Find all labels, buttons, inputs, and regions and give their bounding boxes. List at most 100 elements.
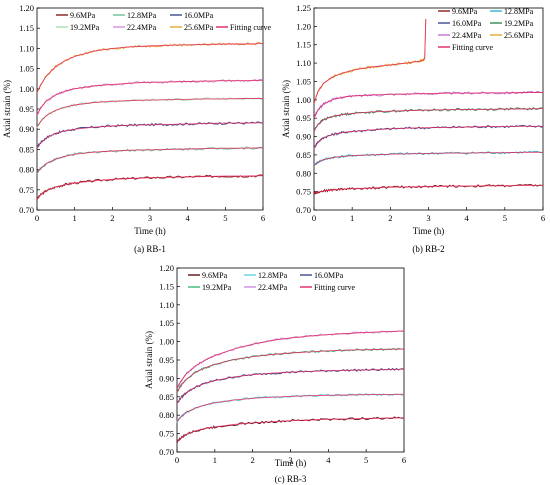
x-tick-label: 0 <box>175 455 179 465</box>
y-tick-label: 0.80 <box>159 410 174 420</box>
fitting-curve-line <box>36 43 264 93</box>
fitting-curve-line <box>313 125 543 148</box>
y-tick-label: 0.85 <box>296 150 311 160</box>
fitting-curve-line <box>36 122 264 148</box>
y-tick-label: 1.00 <box>159 337 174 347</box>
y-tick-label: 0.70 <box>296 205 311 215</box>
fitting-curve-line <box>313 184 543 194</box>
x-tick-label: 3 <box>288 455 292 465</box>
legend-label: 9.6MPa <box>202 271 228 280</box>
x-axis-label: Time (h) <box>134 226 165 236</box>
y-tick-label: 1.15 <box>19 23 34 33</box>
y-tick-label: 0.85 <box>19 144 34 154</box>
legend-label: 16.0MPa <box>452 19 482 28</box>
y-tick-label: 1.20 <box>19 3 34 13</box>
y-tick-label: 0.85 <box>159 392 174 402</box>
y-tick-label: 0.95 <box>296 113 311 123</box>
fitting-curve-line <box>313 151 543 166</box>
fitting-curve-line <box>36 175 264 200</box>
data-series-line <box>176 330 405 389</box>
x-tick-label: 4 <box>465 213 470 223</box>
y-tick-label: 0.90 <box>19 124 34 134</box>
fitting-curve-line <box>176 417 405 443</box>
data-series-line <box>176 367 405 404</box>
legend-label: 22.4MPa <box>127 23 157 32</box>
y-tick-label: 1.15 <box>296 40 311 50</box>
y-tick-label: 0.75 <box>159 429 174 439</box>
x-tick-label: 6 <box>541 213 545 223</box>
y-tick-label: 0.75 <box>19 185 34 195</box>
y-tick-label: 1.00 <box>296 95 311 105</box>
data-series-line <box>36 174 264 200</box>
legend-label: 25.6MPa <box>504 31 534 40</box>
y-tick-label: 1.25 <box>296 3 311 13</box>
x-tick-label: 1 <box>213 455 217 465</box>
legend-label: 9.6MPa <box>452 7 478 16</box>
legend-label: 16.0MPa <box>184 11 214 20</box>
fitting-curve-line <box>36 147 264 174</box>
x-tick-label: 1 <box>73 213 77 223</box>
x-tick-label: 4 <box>186 213 191 223</box>
data-series-line <box>313 183 544 196</box>
y-tick-label: 0.80 <box>19 165 34 175</box>
legend-label: 12.8MPa <box>127 11 157 20</box>
data-series-line <box>36 121 264 148</box>
chart-panel-3: 0.70 0.75 0.80 0.85 0.90 0.95 1.00 1.05 1.10 1.15… <box>144 263 406 484</box>
chart-panel-1: 0.70 0.75 0.80 0.85 0.90 0.95 1.00 1.05 1.10 1.15… <box>2 3 272 254</box>
panel-caption: (c) RB-3 <box>275 474 307 484</box>
x-tick-label: 5 <box>503 213 507 223</box>
y-tick-label: 0.95 <box>159 355 174 365</box>
plot-frame <box>36 7 264 211</box>
y-tick-label: 1.05 <box>296 76 311 86</box>
x-tick-label: 4 <box>326 455 331 465</box>
x-tick-label: 2 <box>110 213 114 223</box>
x-tick-label: 0 <box>35 213 39 223</box>
y-tick-label: 1.10 <box>19 43 34 53</box>
y-tick-label: 1.10 <box>296 58 311 68</box>
fitting-curve-line <box>313 92 543 119</box>
y-axis-label: Axial strain (%) <box>144 331 154 389</box>
fitting-curve-line <box>176 348 405 393</box>
fitting-curve-line <box>176 368 405 404</box>
data-series-line <box>313 124 544 149</box>
fitting-curve-line <box>313 18 427 104</box>
x-tick-label: 0 <box>312 213 316 223</box>
y-axis-label: Axial strain (%) <box>281 80 291 138</box>
y-tick-label: 1.00 <box>19 84 34 94</box>
x-tick-label: 5 <box>364 455 368 465</box>
data-series-line <box>313 18 427 104</box>
data-series-line <box>36 78 264 116</box>
x-tick-label: 2 <box>251 455 255 465</box>
legend-label: Fitting curve <box>314 283 356 292</box>
fitting-curve-line <box>176 393 405 423</box>
legend-label: 22.4MPa <box>452 31 482 40</box>
legend-label: Fitting curve <box>230 23 272 32</box>
y-axis-label: Axial strain (%) <box>2 80 12 138</box>
panel-caption: (a) RB-1 <box>134 244 166 254</box>
x-tick-label: 2 <box>388 213 392 223</box>
x-tick-label: 6 <box>261 213 265 223</box>
y-tick-label: 1.05 <box>159 318 174 328</box>
fitting-curve-line <box>313 108 544 132</box>
x-axis-label: Time (h) <box>413 226 444 236</box>
x-tick-label: 1 <box>350 213 354 223</box>
panel-caption: (b) RB-2 <box>412 244 444 254</box>
y-tick-label: 0.95 <box>19 104 34 114</box>
x-tick-label: 3 <box>148 213 152 223</box>
data-series-line <box>313 150 544 166</box>
y-tick-label: 0.75 <box>296 187 311 197</box>
legend-label: 16.0MPa <box>314 271 344 280</box>
y-tick-label: 0.80 <box>296 168 311 178</box>
x-tick-label: 6 <box>402 455 406 465</box>
fitting-curve-line <box>36 98 263 128</box>
legend-label: 12.8MPa <box>258 271 288 280</box>
y-tick-label: 1.10 <box>159 300 174 310</box>
legend-label: Fitting curve <box>452 43 494 52</box>
legend-label: 19.2MPa <box>504 19 534 28</box>
chart-panel-2: 0.70 0.75 0.80 0.85 0.90 0.95 1.00 1.05 1.10 1.15… <box>281 3 545 254</box>
y-tick-label: 1.20 <box>159 263 174 273</box>
legend-label: 25.6MPa <box>184 23 214 32</box>
legend-label: 12.8MPa <box>504 7 534 16</box>
y-tick-label: 1.05 <box>19 64 34 74</box>
